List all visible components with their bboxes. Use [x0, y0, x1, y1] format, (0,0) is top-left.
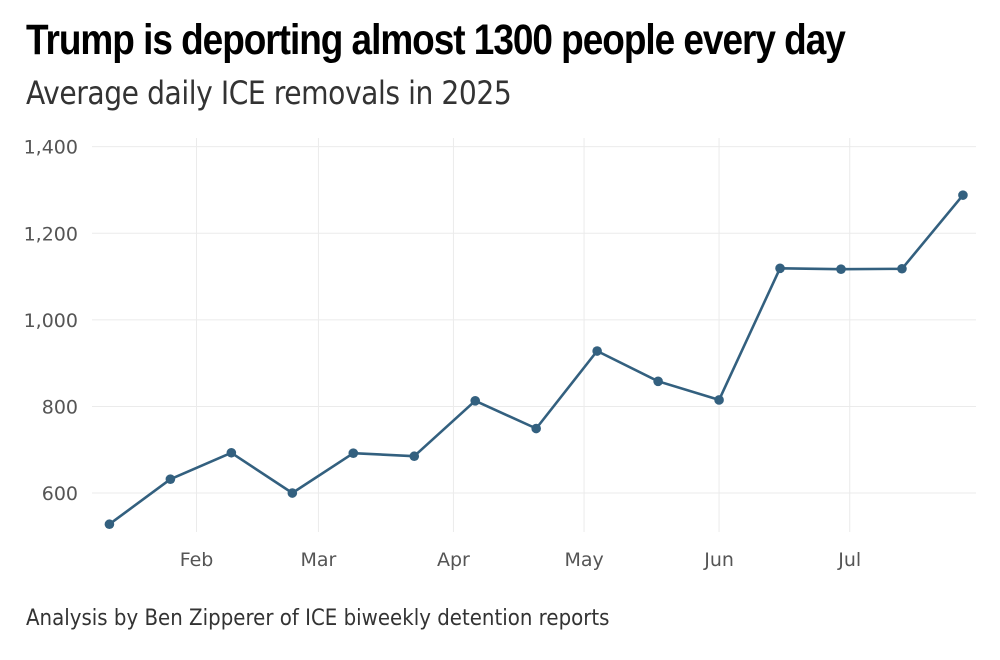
data-point — [714, 395, 724, 405]
x-tick-label: Feb — [180, 549, 214, 571]
data-point — [226, 447, 237, 458]
y-tick-label: 800 — [42, 396, 78, 418]
y-axis: 600 800 1,000 1,200 1,400 — [24, 137, 78, 505]
x-tick-label: Jun — [703, 549, 734, 571]
chart-caption: Analysis by Ben Zipperer of ICE biweekly… — [26, 606, 610, 631]
chart-title: Trump is deporting almost 1300 people ev… — [26, 16, 846, 64]
data-point — [165, 474, 176, 484]
data-point — [287, 488, 298, 498]
data-series — [104, 190, 968, 530]
chart-subtitle: Average daily ICE removals in 2025 — [26, 74, 512, 112]
data-point — [775, 263, 785, 274]
series-line — [108, 193, 965, 526]
y-tick-label: 1,000 — [24, 310, 78, 332]
x-tick-label: Jul — [837, 549, 861, 571]
data-point — [348, 448, 359, 459]
y-tick-label: 600 — [42, 483, 78, 505]
y-tick-label: 1,200 — [24, 223, 78, 245]
x-tick-label: May — [564, 549, 603, 571]
x-axis: Feb Mar Apr May Jun Jul — [180, 549, 861, 571]
x-tick-label: Mar — [301, 549, 337, 571]
data-point — [531, 423, 541, 434]
data-point — [653, 376, 663, 387]
data-point — [104, 519, 115, 530]
data-point — [592, 346, 602, 356]
data-point — [409, 451, 420, 462]
data-point — [897, 263, 907, 274]
y-tick-label: 1,400 — [24, 137, 78, 159]
data-point — [836, 264, 846, 274]
x-tick-label: Apr — [437, 549, 470, 571]
data-point — [470, 396, 481, 406]
gridlines — [92, 138, 976, 532]
data-point — [958, 190, 968, 200]
